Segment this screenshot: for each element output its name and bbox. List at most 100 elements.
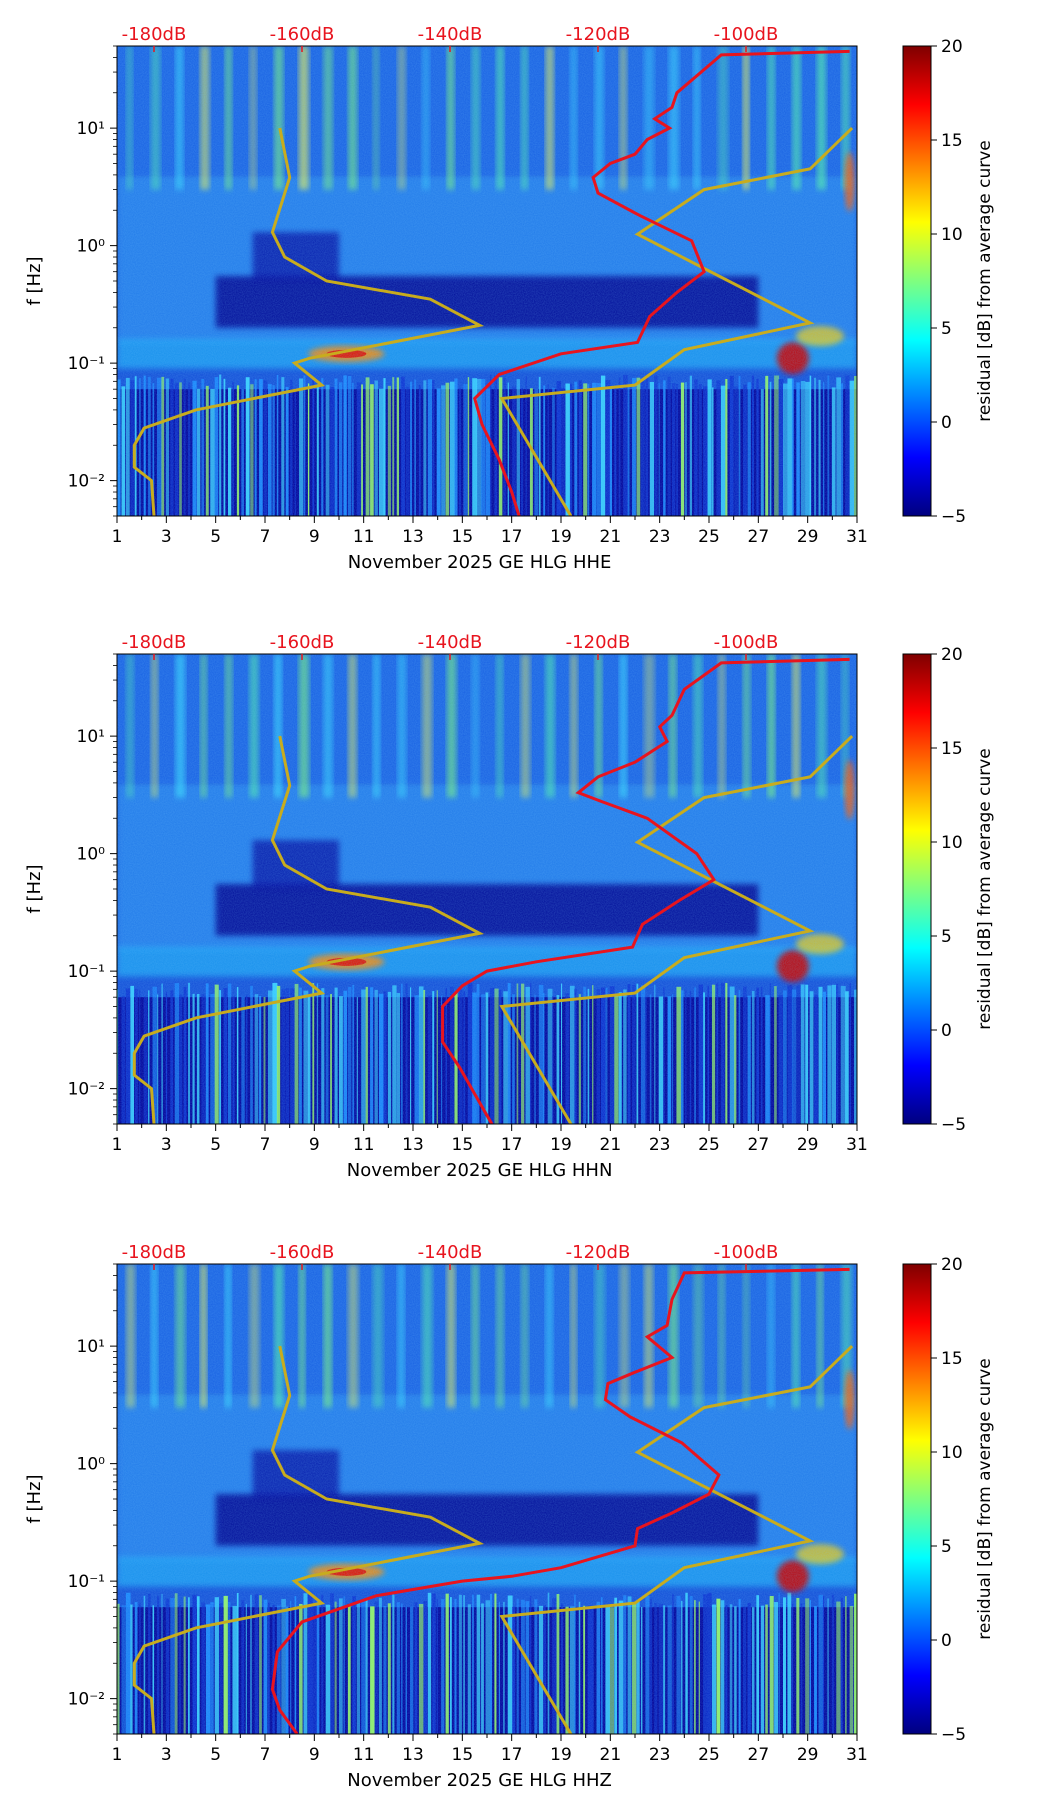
x-tick-label: 3 (161, 527, 172, 547)
y-axis-label: f [Hz] (24, 256, 45, 305)
x-tick-label: 31 (846, 1135, 868, 1155)
colorbar-tick-label: 15 (941, 131, 963, 151)
top-db-axis: -180dB -160dB -140dB -120dB -100dB (122, 24, 778, 52)
x-tick-label: 23 (649, 1745, 671, 1765)
x-tick-label: 3 (161, 1135, 172, 1155)
colorbar-tick-label: 10 (941, 1443, 963, 1463)
x-tick-label: 7 (260, 1135, 271, 1155)
x-tick-label: 13 (402, 527, 424, 547)
red-curve (441, 657, 850, 1124)
heatmap-image (117, 1264, 857, 1734)
y-axis: 10⁻² 10⁻¹ 10⁰ 10¹ f [Hz] (24, 45, 117, 517)
y-tick-label: 10⁻² (68, 1690, 105, 1710)
heatmap-image (117, 46, 857, 516)
colorbar-tick-label: 5 (941, 1537, 952, 1557)
red-curve (473, 49, 850, 516)
x-tick-label: 29 (797, 527, 819, 547)
top-db-label: -180dB (122, 24, 187, 45)
y-axis-label: f [Hz] (24, 1474, 45, 1523)
gold-curve-left (132, 1345, 485, 1734)
x-tick-label: 1 (112, 527, 123, 547)
x-tick-label: 27 (748, 527, 770, 547)
y-axis: 10⁻² 10⁻¹ 10⁰ 10¹ f [Hz] (24, 1263, 117, 1735)
colorbar: −5 0 5 10 15 20 residual [dB] from average cur… (902, 1255, 995, 1745)
colorbar-tick-label: 10 (941, 833, 963, 853)
y-tick-label: 10⁰ (77, 1455, 106, 1475)
x-tick-label: 1 (112, 1135, 123, 1155)
x-tick-label: 23 (649, 1135, 671, 1155)
x-axis-label: November 2025 GE HLG HHE (348, 552, 612, 573)
x-tick-label: 3 (161, 1745, 172, 1765)
colorbar-tick-label: 0 (941, 413, 952, 433)
top-db-axis: -180dB -160dB -140dB -120dB -100dB (122, 1242, 779, 1270)
x-tick-label: 17 (501, 527, 523, 547)
colorbar-tick-label: 0 (941, 1631, 952, 1651)
y-tick-label: 10⁰ (77, 845, 106, 865)
y-tick-label: 10¹ (77, 119, 105, 139)
x-tick-label: 19 (550, 527, 572, 547)
x-axis-label: November 2025 GE HLG HHN (347, 1160, 613, 1181)
x-tick-label: 9 (309, 527, 320, 547)
x-axis-label: November 2025 GE HLG HHZ (347, 1770, 612, 1791)
colorbar-label: residual [dB] from average curve (975, 748, 995, 1029)
y-tick-label: 10¹ (77, 1337, 105, 1357)
x-tick-label: 9 (309, 1135, 320, 1155)
colorbar-gradient (902, 1263, 932, 1735)
top-db-label: -120dB (566, 24, 631, 45)
x-tick-label: 31 (846, 1745, 868, 1765)
top-db-label: -180dB (122, 1242, 187, 1263)
x-tick-label: 27 (748, 1135, 770, 1155)
colorbar-tick-label: −5 (941, 1115, 966, 1135)
colorbar-tick-label: −5 (941, 507, 966, 527)
gold-curve-right (499, 735, 854, 1124)
colorbar: −5 0 5 10 15 20 residual [dB] from average cur… (902, 37, 995, 527)
y-tick-label: 10⁻¹ (68, 1572, 105, 1592)
colorbar-gradient (902, 45, 932, 517)
x-tick-label: 11 (353, 527, 375, 547)
x-tick-label: 15 (452, 1745, 474, 1765)
x-tick-label: 11 (353, 1135, 375, 1155)
top-db-label: -120dB (566, 632, 631, 653)
x-tick-label: 5 (210, 1135, 221, 1155)
gold-curve-right (499, 127, 854, 516)
colorbar-tick-label: 10 (941, 225, 963, 245)
colorbar: −5 0 5 10 15 20 residual [dB] from average cur… (902, 645, 995, 1135)
colorbar-label: residual [dB] from average curve (975, 140, 995, 421)
top-db-axis: -180dB -160dB -140dB -120dB -100dB (122, 632, 779, 660)
x-tick-label: 23 (649, 527, 671, 547)
colorbar-gradient (902, 653, 932, 1125)
x-tick-label: 21 (600, 1135, 622, 1155)
gold-curve-right (499, 1345, 854, 1734)
y-tick-label: 10⁰ (77, 237, 106, 257)
x-tick-label: 13 (402, 1135, 424, 1155)
top-db-label: -100dB (714, 632, 779, 653)
colorbar-tick-label: 0 (941, 1021, 952, 1041)
heatmap-image (117, 654, 857, 1124)
top-db-label: -160dB (270, 1242, 335, 1263)
top-db-label: -140dB (418, 632, 483, 653)
x-tick-label: 5 (210, 527, 221, 547)
x-tick-label: 25 (698, 1745, 720, 1765)
y-tick-label: 10¹ (77, 727, 105, 747)
x-tick-label: 7 (260, 527, 271, 547)
colorbar-tick-label: 20 (941, 37, 963, 57)
top-db-label: -100dB (714, 1242, 779, 1263)
y-axis-label: f [Hz] (24, 864, 45, 913)
x-tick-label: 5 (210, 1745, 221, 1765)
y-tick-label: 10⁻² (68, 472, 105, 492)
colorbar-label: residual [dB] from average curve (975, 1358, 995, 1639)
x-tick-label: 19 (550, 1745, 572, 1765)
x-tick-label: 1 (112, 1745, 123, 1765)
y-tick-label: 10⁻¹ (68, 962, 105, 982)
x-tick-label: 7 (260, 1745, 271, 1765)
gold-curve-left (132, 127, 485, 516)
top-db-label: -140dB (418, 24, 483, 45)
x-tick-label: 25 (698, 1135, 720, 1155)
x-tick-label: 9 (309, 1745, 320, 1765)
y-tick-label: 10⁻¹ (68, 354, 105, 374)
